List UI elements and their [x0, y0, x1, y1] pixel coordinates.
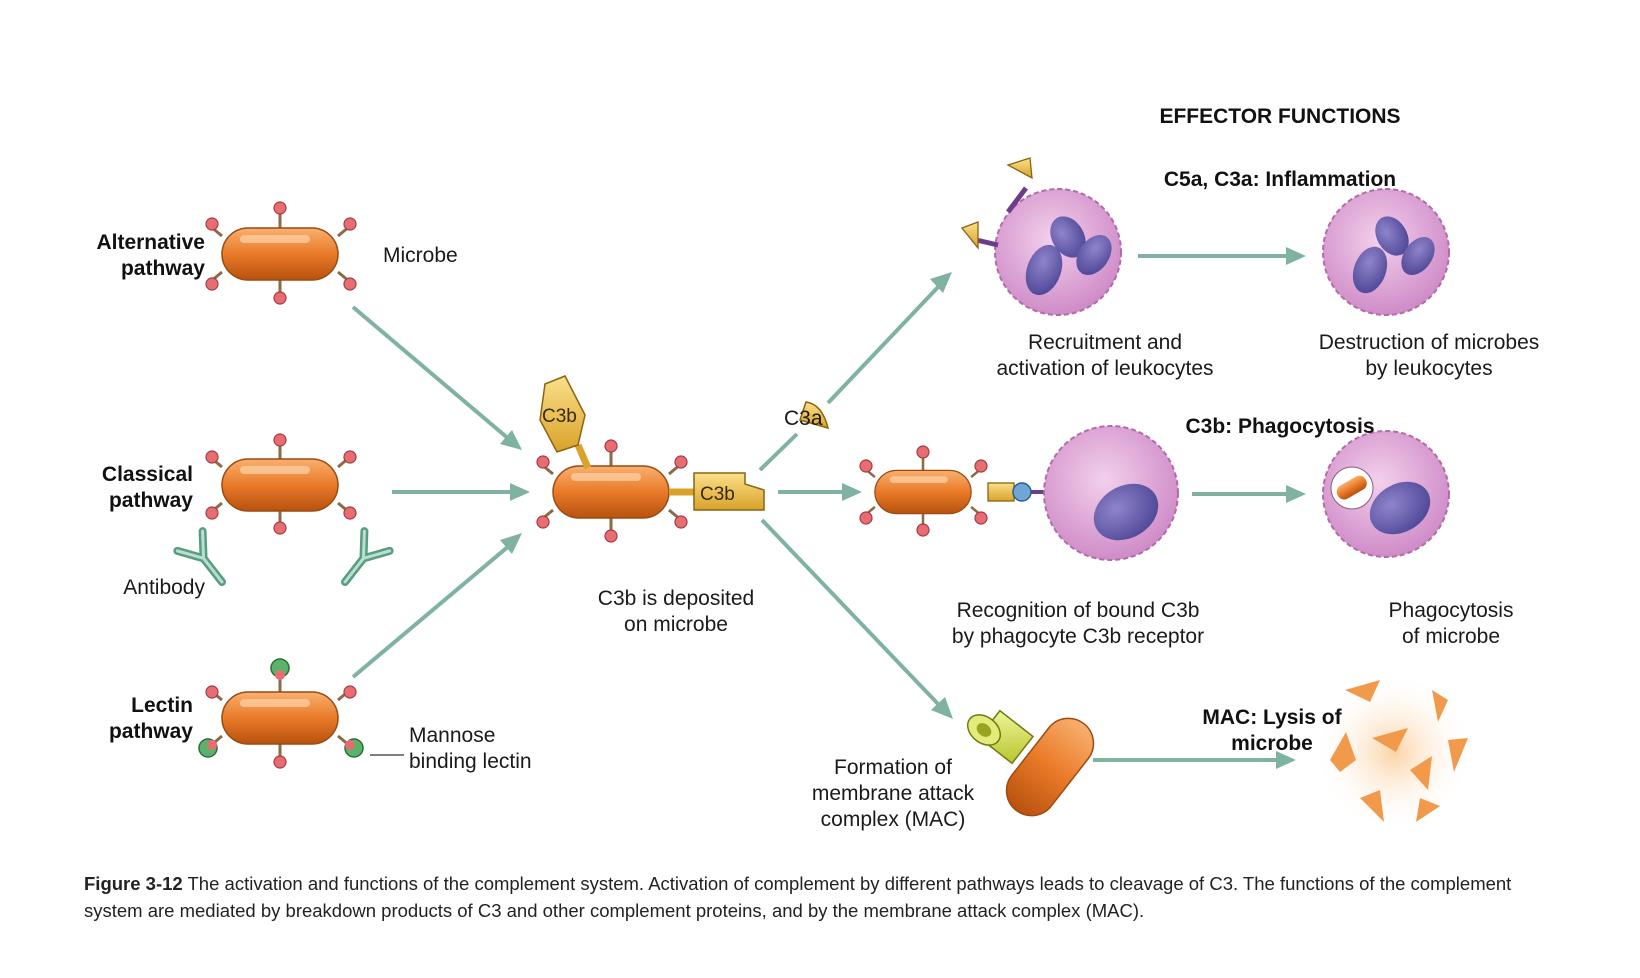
c3b-tag-top: C3b: [542, 406, 577, 427]
deposited-label-2: on microbe: [624, 613, 728, 636]
arrow-c3a-to-leukocyte: [758, 272, 952, 472]
antibody-label: Antibody: [123, 576, 205, 599]
caption-text: The activation and functions of the comp…: [84, 873, 1512, 921]
c3a-label: C3a: [784, 407, 823, 430]
classical-pathway-microbe: [205, 433, 357, 535]
deposited-label-1: C3b is deposited: [598, 587, 754, 610]
alternative-label-1: Alternative: [96, 231, 205, 254]
section-headers: EFFECTOR FUNCTIONS C5a, C3a: Inflammatio…: [1159, 105, 1400, 755]
destroy-label-2: by leukocytes: [1365, 357, 1492, 380]
arrows: [351, 247, 1306, 769]
arrow-center-to-mac: [760, 518, 953, 719]
pathway-labels: Alternative pathway Classical pathway Le…: [96, 231, 205, 743]
mac-header-1: MAC: Lysis of: [1202, 706, 1342, 729]
microbe-label: Microbe: [383, 244, 458, 267]
mannose-label-2: binding lectin: [409, 750, 532, 773]
inflammation-header: C5a, C3a: Inflammation: [1164, 168, 1396, 191]
arrow-mac-to-lysis: [1093, 751, 1296, 769]
effector-functions-header: EFFECTOR FUNCTIONS: [1159, 105, 1400, 128]
mannose-label-1: Mannose: [409, 724, 495, 747]
recognition-label-2: by phagocyte C3b receptor: [952, 625, 1204, 648]
lectin-pathway-microbe: [198, 658, 364, 769]
mac-complex: [966, 709, 1095, 817]
lectin-label-1: Lectin: [131, 694, 193, 717]
alternative-label-2: pathway: [121, 257, 205, 280]
recruit-label-1: Recruitment and: [1028, 331, 1182, 354]
figure-caption: Figure 3-12 The activation and functions…: [84, 870, 1564, 924]
destroy-label-1: Destruction of microbes: [1319, 331, 1540, 354]
leukocyte-destroying: [1322, 188, 1450, 316]
recognition-label-1: Recognition of bound C3b: [957, 599, 1200, 622]
arrow-lectin-to-center: [351, 533, 522, 679]
phago-label-1: Phagocytosis: [1389, 599, 1514, 622]
arrow-recognition-to-phago: [1192, 485, 1306, 503]
arrow-alternative-to-center: [351, 305, 522, 450]
lectin-label-2: pathway: [109, 720, 193, 743]
c3b-tag-side: C3b: [700, 484, 735, 505]
lysed-microbe: [1314, 672, 1474, 832]
labels: Microbe Antibody Mannose binding lectin …: [123, 244, 1539, 831]
c3b-deposited-microbe: [536, 375, 765, 543]
phagocyte: [1043, 425, 1179, 561]
antibody-right: [332, 531, 389, 592]
classical-label-1: Classical: [102, 463, 193, 486]
figure-number: Figure 3-12: [84, 873, 183, 894]
recruit-label-2: activation of leukocytes: [996, 357, 1213, 380]
classical-label-2: pathway: [109, 489, 193, 512]
alternative-pathway-microbe: [205, 201, 357, 305]
mac-formation-label-3: complex (MAC): [821, 808, 966, 831]
mac-header-2: microbe: [1231, 732, 1313, 755]
mac-formation-label-2: membrane attack: [812, 782, 975, 805]
c3a-fragment: [799, 401, 830, 430]
phagocytosis-header: C3b: Phagocytosis: [1185, 415, 1374, 438]
mac-formation-label-1: Formation of: [834, 756, 952, 779]
opsonized-microbe: [859, 445, 1048, 537]
arrow-center-to-recognition: [778, 483, 862, 501]
phagocyte-with-microbe: [1322, 430, 1450, 558]
arrow-recruit-to-destroy: [1138, 247, 1306, 265]
leukocyte-recruited: [960, 157, 1122, 316]
arrow-classical-to-center: [392, 483, 530, 501]
phago-label-2: of microbe: [1402, 625, 1500, 648]
